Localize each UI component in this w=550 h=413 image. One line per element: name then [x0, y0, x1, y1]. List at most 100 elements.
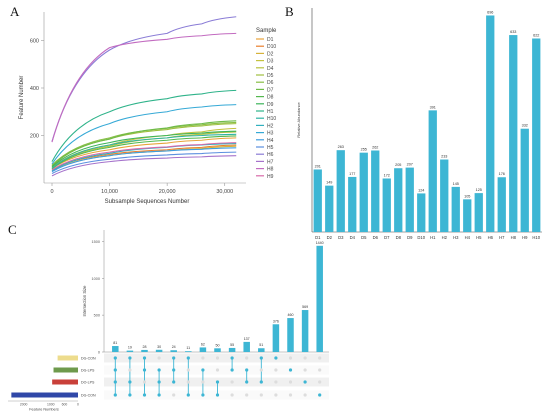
bar-value-label: 124	[418, 188, 424, 192]
matrix-dot-active	[157, 393, 161, 397]
bar-value-label: 233	[441, 155, 447, 159]
bar-h10	[532, 38, 541, 232]
legend-label: H8	[267, 167, 274, 173]
matrix-dot-active	[288, 368, 293, 372]
intersection-bar	[185, 351, 192, 352]
series-line-d1	[51, 137, 237, 170]
x-tick-label: 30,000	[216, 189, 233, 195]
intersection-bar	[170, 350, 177, 352]
intersection-bar	[301, 310, 309, 352]
legend-label: H9	[267, 174, 274, 180]
x-tick-label: D5	[361, 235, 367, 240]
matrix-dot-inactive	[288, 393, 293, 397]
matrix-dot-inactive	[288, 380, 293, 384]
intersection-bar	[258, 348, 265, 352]
bar-value-label: 105	[464, 194, 470, 198]
intersection-bar	[199, 347, 207, 352]
y-tick-label: 400	[30, 86, 39, 92]
x-tick-label: D7	[384, 235, 390, 240]
matrix-dot-active	[172, 368, 176, 372]
intersection-value-label: 460	[288, 313, 294, 317]
y-tick-label: 500	[94, 314, 100, 318]
series-line-h5	[51, 151, 237, 174]
intersection-value-label: 24	[172, 345, 176, 349]
matrix-dot-active	[259, 356, 263, 360]
matrix-dot-active	[274, 356, 278, 360]
series-line-h6	[51, 16, 237, 142]
intersection-bar	[155, 349, 163, 352]
matrix-dot-inactive	[274, 380, 278, 384]
legend-label: H10	[267, 116, 276, 122]
matrix-dot-active	[318, 393, 322, 397]
x-tick-label: D9	[407, 235, 413, 240]
legend-label: H1	[267, 109, 274, 115]
matrix-dot-active	[245, 380, 249, 384]
x-tick-label: H6	[488, 235, 494, 240]
bar-h6	[486, 15, 495, 233]
set-size-tick-label: 600	[62, 403, 68, 407]
legend-label: H5	[267, 145, 274, 151]
intersection-value-label: 81	[113, 341, 117, 345]
intersection-bar	[141, 349, 148, 352]
series-line-d9	[51, 130, 237, 168]
intersection-bar	[272, 324, 280, 352]
intersection-value-label: 51	[259, 343, 263, 347]
matrix-dot-inactive	[201, 380, 205, 384]
x-tick-label: 20,000	[159, 189, 176, 195]
matrix-dot-active	[186, 393, 190, 397]
matrix-dot-inactive	[230, 393, 234, 397]
bar-d3	[336, 150, 345, 232]
bar-d8	[394, 168, 403, 232]
panel-label-c: C	[8, 222, 17, 237]
y-axis-title: Relative Abundance	[296, 101, 301, 137]
matrix-dot-active	[303, 380, 307, 384]
matrix-dot-inactive	[230, 380, 234, 384]
set-size-bar	[52, 379, 78, 385]
matrix-dot-inactive	[274, 393, 278, 397]
y-tick-label: 600	[30, 39, 39, 45]
bar-d7	[382, 178, 391, 232]
x-tick-label: H3	[453, 235, 459, 240]
matrix-dot-inactive	[172, 393, 176, 397]
intersection-bar	[287, 318, 294, 352]
legend-label: H3	[267, 131, 274, 137]
series-line-h10	[51, 133, 237, 169]
matrix-dot-active	[113, 368, 117, 372]
legend-label: H7	[267, 159, 274, 165]
matrix-dot-active	[157, 380, 161, 384]
bar-value-label: 332	[522, 124, 528, 128]
matrix-dot-active	[172, 356, 176, 360]
matrix-dot-active	[172, 380, 176, 384]
bar-d4	[348, 176, 357, 232]
x-tick-label: D1	[315, 235, 321, 240]
matrix-dot-active	[259, 380, 263, 384]
matrix-dot-inactive	[215, 356, 220, 360]
matrix-dot-active	[113, 380, 117, 384]
intersection-value-label: 30	[157, 345, 161, 349]
legend-label: D7	[267, 87, 274, 93]
bar-value-label: 207	[407, 163, 413, 167]
intersection-value-label: 55	[230, 343, 234, 347]
matrix-dot-inactive	[274, 368, 278, 372]
x-tick-label: D4	[350, 235, 356, 240]
set-size-tick-label: 2000	[20, 403, 28, 407]
bar-value-label: 201	[315, 164, 321, 168]
bar-h2	[440, 159, 449, 232]
intersection-value-label: 137	[244, 337, 250, 341]
y-tick-label: 1000	[92, 277, 100, 281]
bar-d10	[417, 193, 426, 232]
intersection-bar	[228, 347, 236, 352]
bar-value-label: 149	[326, 181, 332, 185]
legend-title: Sample	[256, 28, 277, 34]
series-line-d8	[51, 135, 237, 170]
matrix-dot-inactive	[186, 380, 190, 384]
set-size-tick-label: 0	[77, 403, 79, 407]
matrix-dot-inactive	[303, 393, 307, 397]
bar-d9	[405, 167, 414, 232]
set-size-bar	[11, 392, 78, 398]
matrix-dot-active	[201, 368, 205, 372]
matrix-dot-active	[201, 393, 205, 397]
